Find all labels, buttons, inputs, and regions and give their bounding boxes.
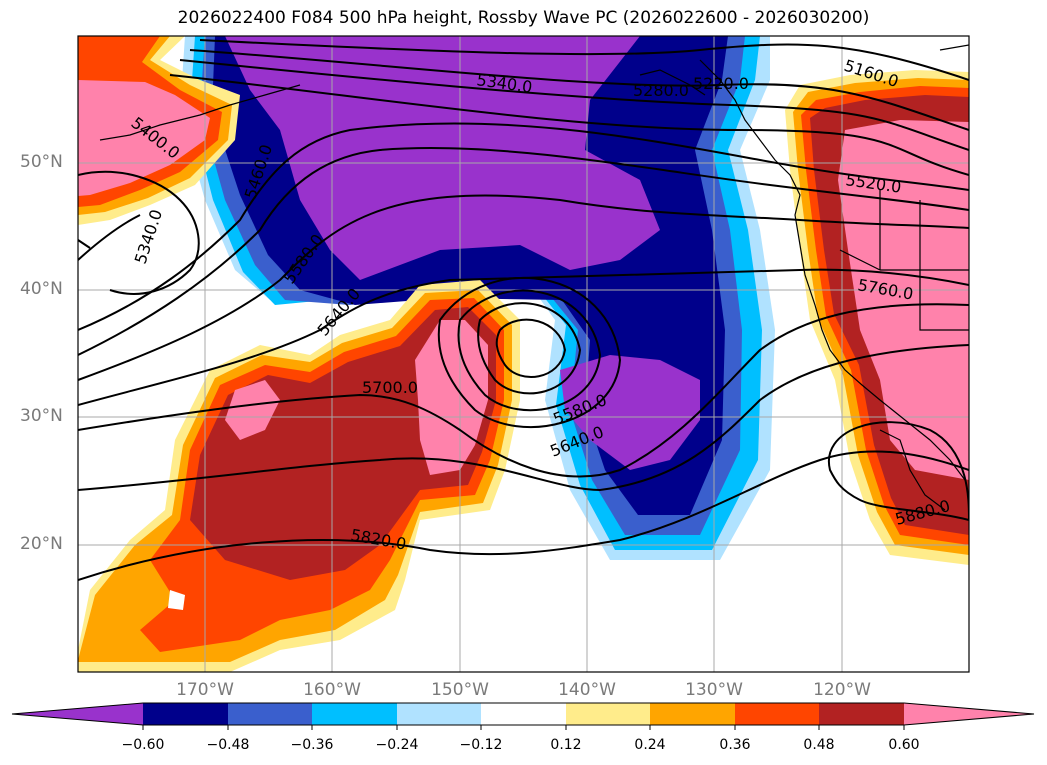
colorbar-segment [735,703,819,725]
colorbar-tick: 0.48 [803,737,835,753]
colorbar-tick: 0.60 [888,737,920,753]
height-contours [78,39,969,581]
lon-label-130w: 130°W [685,680,743,700]
colorbar-segment [819,703,904,725]
lat-label-50n: 50°N [20,152,63,172]
colorbar [11,702,1035,730]
positive-anomaly-west [78,36,240,225]
lat-label-30n: 30°N [20,406,63,426]
lon-label-150w: 150°W [431,680,489,700]
colorbar-tick: −0.60 [121,737,165,753]
colorbar-segment [143,703,228,725]
colorbar-segment [481,703,566,725]
lat-label-20n: 20°N [20,534,63,554]
lon-label-160w: 160°W [303,680,361,700]
map-title: 2026022400 F084 500 hPa height, Rossby W… [177,8,870,28]
colorbar-tick: 0.24 [634,737,666,753]
map-plot-area: 5340.0 5220.0 5160.0 5280.0 5400.0 5460.… [78,36,969,672]
lat-label-40n: 40°N [20,279,63,299]
colorbar-tick: 0.12 [550,737,582,753]
colorbar-segment [566,703,650,725]
plot-frame [77,35,970,673]
positive-anomaly-central [78,280,520,672]
colorbar-extend-high [904,703,1034,725]
coastlines [99,44,969,511]
contour-label: 5220.0 [693,74,749,93]
colorbar-segment [312,703,397,725]
colorbar-extend-low [12,703,143,725]
colorbar-tick: −0.12 [459,737,503,753]
lon-label-140w: 140°W [558,680,616,700]
colorbar-segment [650,703,735,725]
contour-label: 5700.0 [362,378,418,397]
colorbar-tick: 0.36 [719,737,751,753]
contour-label: 5280.0 [633,81,689,100]
colorbar-segment [228,703,312,725]
colorbar-segment [397,703,481,725]
colorbar-tick: −0.24 [375,737,419,753]
lon-label-120w: 120°W [813,680,871,700]
colorbar-tick: −0.36 [290,737,334,753]
colorbar-tick: −0.48 [206,737,250,753]
lon-label-170w: 170°W [176,680,234,700]
